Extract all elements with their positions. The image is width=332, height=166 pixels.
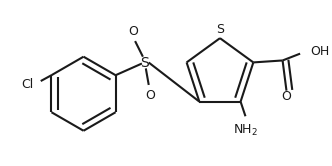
Text: S: S (140, 56, 149, 70)
Text: S: S (216, 23, 224, 36)
Text: NH$_2$: NH$_2$ (233, 123, 258, 138)
Text: Cl: Cl (22, 79, 34, 91)
Text: O: O (145, 89, 155, 102)
Text: OH: OH (310, 45, 329, 58)
Text: O: O (128, 25, 138, 38)
Text: O: O (282, 90, 291, 103)
